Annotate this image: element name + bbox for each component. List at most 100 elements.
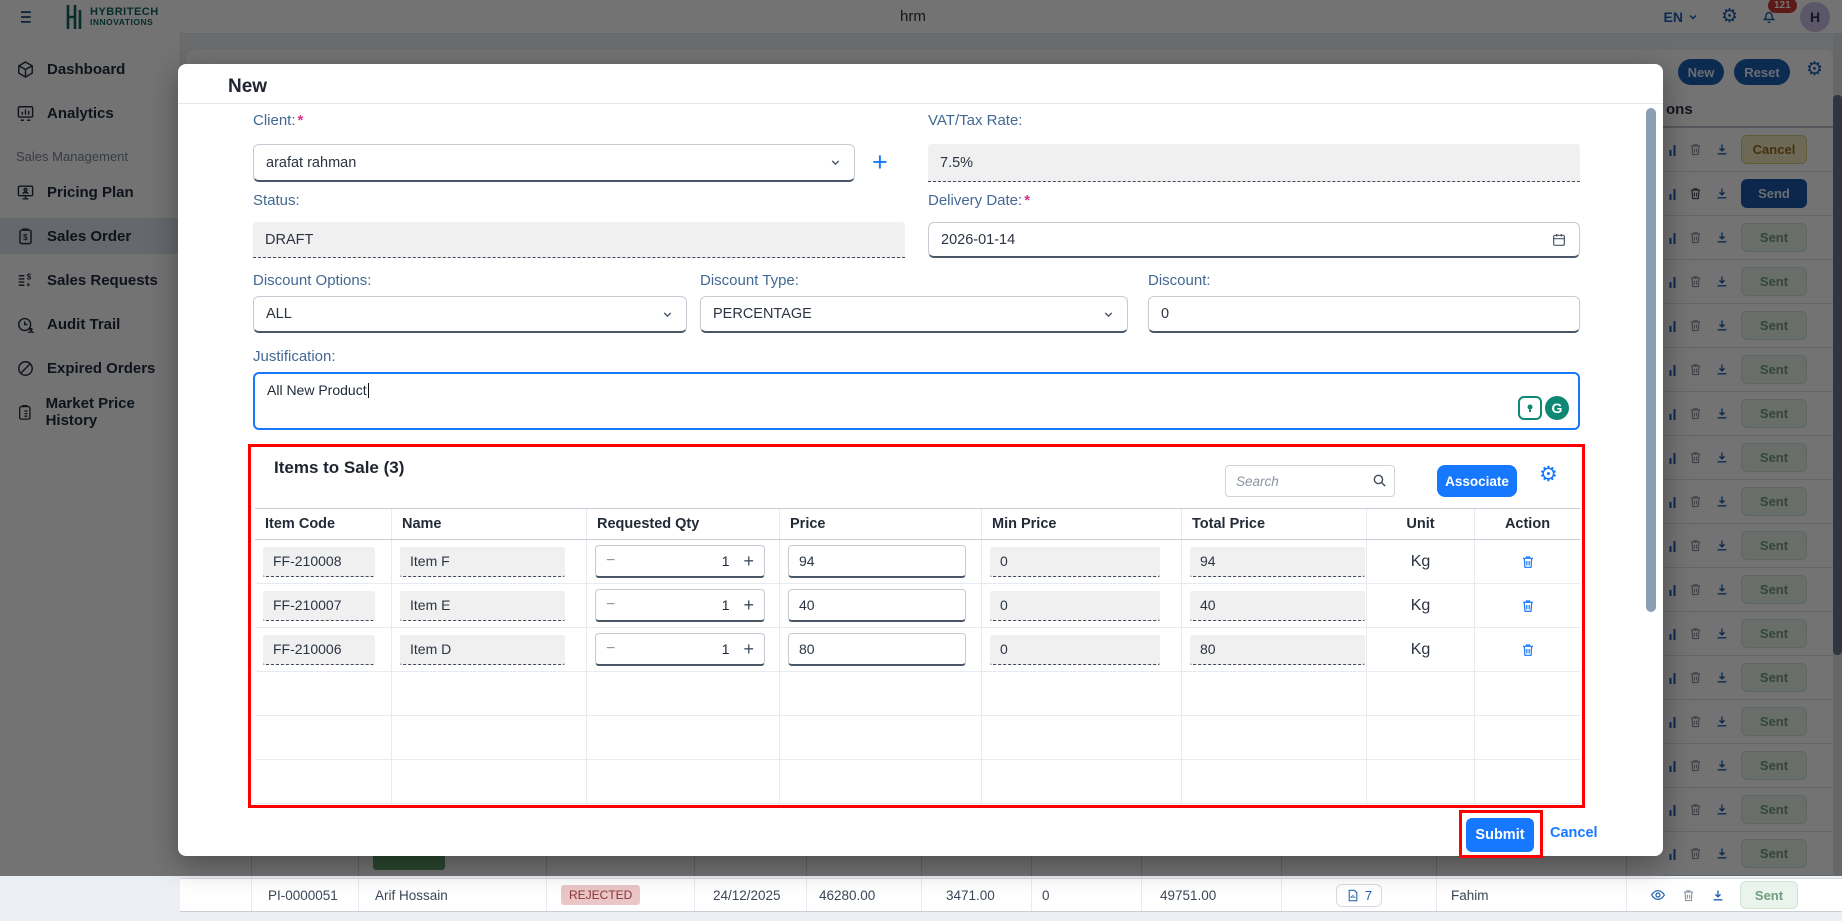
status-badge: REJECTED (561, 885, 641, 905)
discount-type-label: Discount Type: (700, 272, 799, 289)
min-price-field: 0 (990, 590, 1160, 621)
row-client: Arif Hossain (359, 879, 547, 911)
bottom-row-layer: PI-0000051 Arif Hossain REJECTED 24/12/2… (0, 876, 1842, 921)
minus-icon[interactable]: − (606, 640, 616, 657)
chevron-down-icon (831, 160, 840, 166)
document-chart-icon (1348, 889, 1358, 901)
item-name-field: Item E (400, 590, 565, 621)
items-settings-gear-icon[interactable]: ⚙ (1539, 463, 1558, 486)
items-search (1225, 465, 1395, 497)
view-eye-icon[interactable] (1649, 887, 1667, 903)
new-sales-order-modal: New Client: * arafat rahman + VAT/Tax Rat… (178, 64, 1663, 856)
row-amount: 46280.00 (807, 879, 922, 911)
col-name: Name (392, 509, 587, 539)
col-action: Action (1504, 516, 1551, 532)
search-icon[interactable] (1371, 472, 1388, 489)
discount-options-value: ALL (266, 306, 292, 322)
action-cell (1475, 540, 1580, 584)
row-date: 24/12/2025 (695, 879, 807, 911)
quantity-stepper[interactable]: − 1 + (595, 545, 765, 578)
total-price-field: 80 (1190, 634, 1365, 665)
minus-icon[interactable]: − (606, 596, 616, 613)
client-select[interactable]: arafat rahman (253, 144, 855, 182)
status-value: DRAFT (265, 231, 314, 248)
modal-title: New (228, 76, 268, 97)
vat-value: 7.5% (940, 154, 974, 171)
delete-trash-icon[interactable] (1681, 887, 1696, 904)
modal-scrollbar-thumb[interactable] (1646, 108, 1656, 612)
item-code-field: FF-210006 (263, 634, 375, 665)
justification-label: Justification: (253, 348, 336, 365)
discount-value: 0 (1161, 306, 1170, 322)
row-creator: Fahim (1437, 879, 1627, 911)
plus-icon[interactable]: + (743, 594, 754, 615)
row-vat: 3471.00 (922, 879, 1032, 911)
empty-item-row (255, 760, 1580, 804)
remove-item-trash-icon[interactable] (1520, 597, 1536, 615)
items-table: Item Code Name Requested Qty Price Min P… (255, 508, 1580, 804)
col-item-code: Item Code (255, 509, 392, 539)
remove-item-trash-icon[interactable] (1520, 641, 1536, 659)
items-count: 7 (1364, 887, 1373, 903)
text-cursor (367, 383, 369, 398)
vat-label: VAT/Tax Rate: (928, 112, 1023, 129)
quantity-stepper[interactable]: − 1 + (595, 589, 765, 622)
remove-item-trash-icon[interactable] (1520, 553, 1536, 571)
col-requested-qty: Requested Qty (587, 509, 780, 539)
chevron-down-icon (663, 311, 672, 317)
delivery-date-input[interactable]: 2026-01-14 (928, 222, 1580, 258)
cancel-link[interactable]: Cancel (1550, 825, 1598, 841)
row-total: 49751.00 (1142, 879, 1282, 911)
col-unit: Unit (1367, 509, 1475, 539)
price-input[interactable]: 80 (788, 633, 966, 666)
action-cell (1475, 628, 1580, 672)
item-row: FF-210006 Item D −1 +80 0 80 Kg (255, 628, 1580, 672)
vat-field: 7.5% (928, 144, 1580, 182)
item-name-field: Item D (400, 634, 565, 665)
calendar-icon[interactable] (1551, 232, 1567, 248)
quantity-value: 1 (721, 641, 730, 657)
required-mark: * (1024, 192, 1031, 209)
discount-type-value: PERCENTAGE (713, 306, 812, 322)
plus-icon[interactable]: + (743, 638, 754, 659)
unit-cell: Kg (1367, 584, 1475, 628)
min-price-field: 0 (990, 634, 1160, 665)
submit-button[interactable]: Submit (1466, 818, 1534, 852)
items-table-header: Item Code Name Requested Qty Price Min P… (255, 508, 1580, 540)
items-search-input[interactable] (1225, 465, 1395, 497)
minus-icon[interactable]: − (606, 552, 616, 569)
justification-textarea[interactable]: All New Product (253, 372, 1580, 430)
price-input[interactable]: 94 (788, 545, 966, 578)
delivery-date-label: Delivery Date: (928, 192, 1023, 209)
items-count-chip[interactable]: 7 (1335, 883, 1383, 907)
quantity-value: 1 (721, 553, 730, 569)
quantity-stepper[interactable]: − 1 + (595, 633, 765, 666)
discount-label: Discount: (1148, 272, 1211, 289)
quantity-value: 1 (721, 597, 730, 613)
row-id: PI-0000051 (252, 879, 359, 911)
delivery-date-value: 2026-01-14 (941, 231, 1016, 248)
grammarly-icon[interactable]: G (1545, 396, 1569, 420)
total-price-field: 94 (1190, 546, 1365, 577)
table-row[interactable]: PI-0000051 Arif Hossain REJECTED 24/12/2… (180, 878, 1842, 912)
associate-button[interactable]: Associate (1437, 465, 1517, 497)
sent-button: Sent (1740, 881, 1798, 909)
items-table-body: FF-210008 Item F −1 +94 0 94 Kg FF-210007 Item E… (255, 540, 1580, 804)
modal-title-divider (178, 103, 1663, 104)
client-label: Client: (253, 112, 296, 129)
row-discount: 0 (1032, 879, 1142, 911)
price-input[interactable]: 40 (788, 589, 966, 622)
item-code-field: FF-210007 (263, 590, 375, 621)
discount-type-select[interactable]: PERCENTAGE (700, 296, 1128, 333)
download-icon[interactable] (1710, 887, 1726, 904)
justification-value: All New Product (267, 382, 367, 398)
plus-icon[interactable]: + (743, 550, 754, 571)
discount-options-select[interactable]: ALL (253, 296, 687, 333)
empty-item-row (255, 672, 1580, 716)
add-client-plus-icon[interactable]: + (872, 147, 888, 177)
client-value: arafat rahman (266, 154, 357, 171)
unit-cell: Kg (1367, 540, 1475, 584)
grammarly-suggestion-icon[interactable] (1518, 396, 1542, 420)
discount-input[interactable]: 0 (1148, 296, 1580, 333)
